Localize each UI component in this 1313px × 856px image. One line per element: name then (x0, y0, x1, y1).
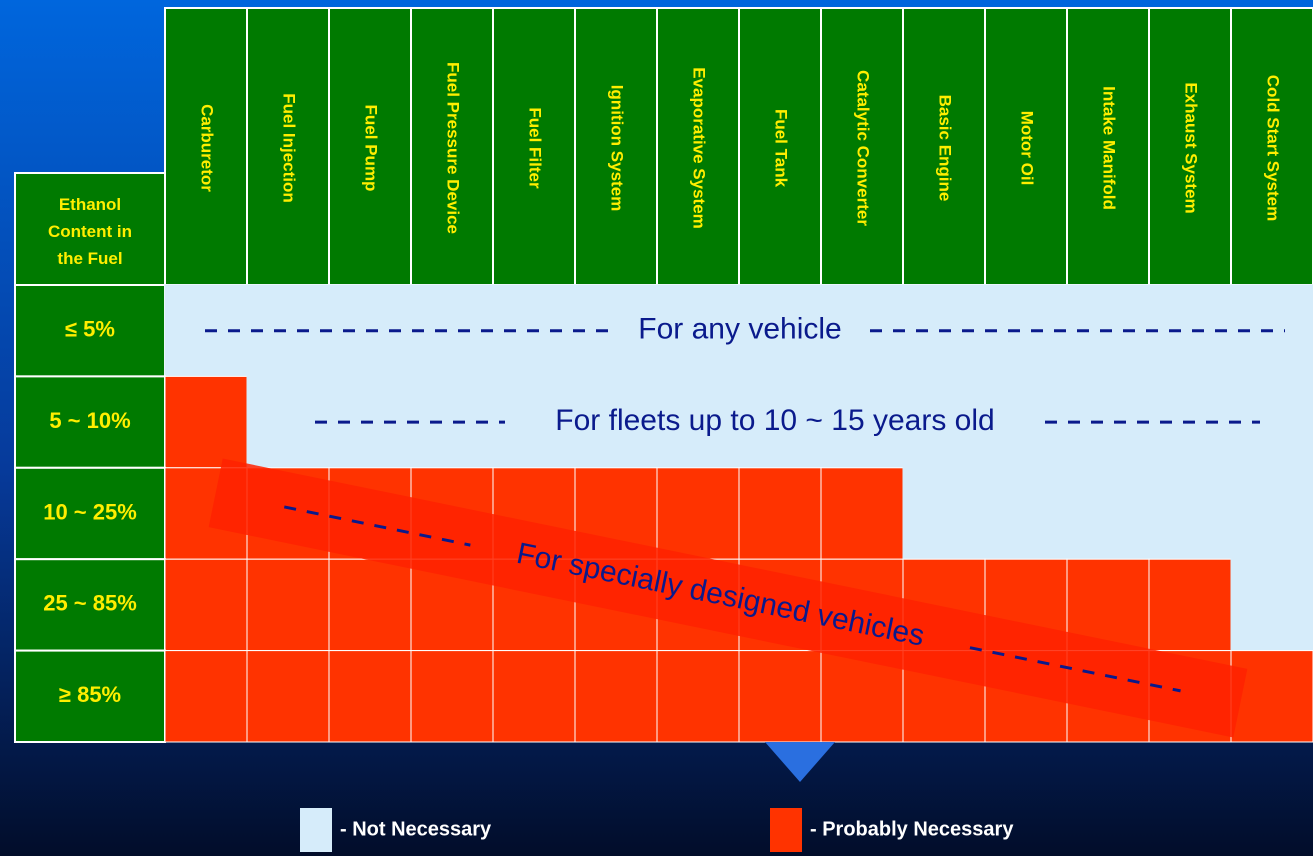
cell (656, 650, 740, 743)
column-header (656, 7, 740, 286)
cell (984, 467, 1068, 560)
cell (820, 375, 904, 469)
cell (492, 375, 576, 469)
cell (574, 284, 658, 377)
row-label: 25 ~ 85% (43, 591, 137, 616)
corner-cell (14, 172, 166, 286)
corner-label: Ethanol Content in the Fuel (48, 195, 132, 268)
dashes (283, 505, 471, 547)
column-label: Exhaust System (1182, 82, 1201, 213)
arrow (765, 742, 835, 782)
cell (328, 558, 412, 652)
column-label: Intake Manifold (1100, 86, 1119, 210)
row-label: 5 ~ 10% (49, 408, 130, 433)
column-header (738, 7, 822, 286)
cell (1066, 375, 1150, 469)
cell (820, 650, 904, 743)
cell (492, 650, 576, 743)
cell (656, 467, 740, 560)
cell (410, 650, 494, 743)
cell (738, 467, 822, 560)
cell (656, 284, 740, 377)
row-header (14, 466, 166, 561)
row-header (14, 649, 166, 743)
cell (1148, 558, 1232, 652)
column-label: Catalytic Converter (854, 70, 873, 226)
column-header (1148, 7, 1232, 286)
column-label: Fuel Injection (280, 93, 299, 203)
column-label: Fuel Pump (362, 105, 381, 192)
note: For any vehicle (638, 313, 841, 346)
row-label: 10 ~ 25% (43, 499, 137, 524)
cell (738, 650, 822, 743)
column-label: Ignition System (608, 85, 627, 212)
cell (164, 558, 248, 652)
cell (738, 284, 822, 377)
column-label: Fuel Pressure Device (444, 62, 463, 234)
note: For fleets up to 10 ~ 15 years old (555, 404, 994, 437)
row-header (14, 558, 166, 652)
column-label: Carburetor (198, 104, 217, 192)
cell (1066, 467, 1150, 560)
column-label: Basic Engine (936, 95, 955, 202)
column-header (246, 7, 330, 286)
column-header (574, 7, 658, 286)
cell (1230, 558, 1313, 652)
cell (1148, 467, 1232, 560)
column-label: Fuel Filter (526, 107, 545, 189)
column-label: Motor Oil (1018, 111, 1037, 186)
row-label: ≤ 5% (65, 317, 115, 342)
cell (164, 375, 248, 469)
band (208, 458, 1248, 738)
column-header (164, 7, 248, 286)
cell (246, 558, 330, 652)
column-header (984, 7, 1068, 286)
column-label: Evaporative System (690, 67, 709, 229)
cell (656, 375, 740, 469)
legend-swatch (300, 808, 332, 852)
legend-swatch (770, 808, 802, 852)
cell (410, 284, 494, 377)
cell (738, 375, 822, 469)
cell (328, 650, 412, 743)
column-label: Cold Start System (1264, 75, 1283, 221)
table: Ethanol Content in the Fuel Carburetor Fuel … (14, 7, 1313, 743)
cell (1230, 650, 1313, 743)
cell (164, 650, 248, 743)
cell (902, 467, 986, 560)
row-label: ≥ 85% (59, 682, 121, 707)
column-header (1230, 7, 1313, 286)
cell (246, 650, 330, 743)
cell (574, 650, 658, 743)
legend-label: - Not Necessary (340, 818, 492, 840)
cell (820, 284, 904, 377)
column-header (1066, 7, 1150, 286)
cell (1230, 467, 1313, 560)
cell (820, 467, 904, 560)
column-label: Fuel Tank (772, 109, 791, 188)
cell (1230, 375, 1313, 469)
row-header (14, 375, 166, 469)
row-header (14, 284, 166, 378)
column-header (820, 7, 904, 286)
legend-label: - Probably Necessary (810, 818, 1014, 840)
